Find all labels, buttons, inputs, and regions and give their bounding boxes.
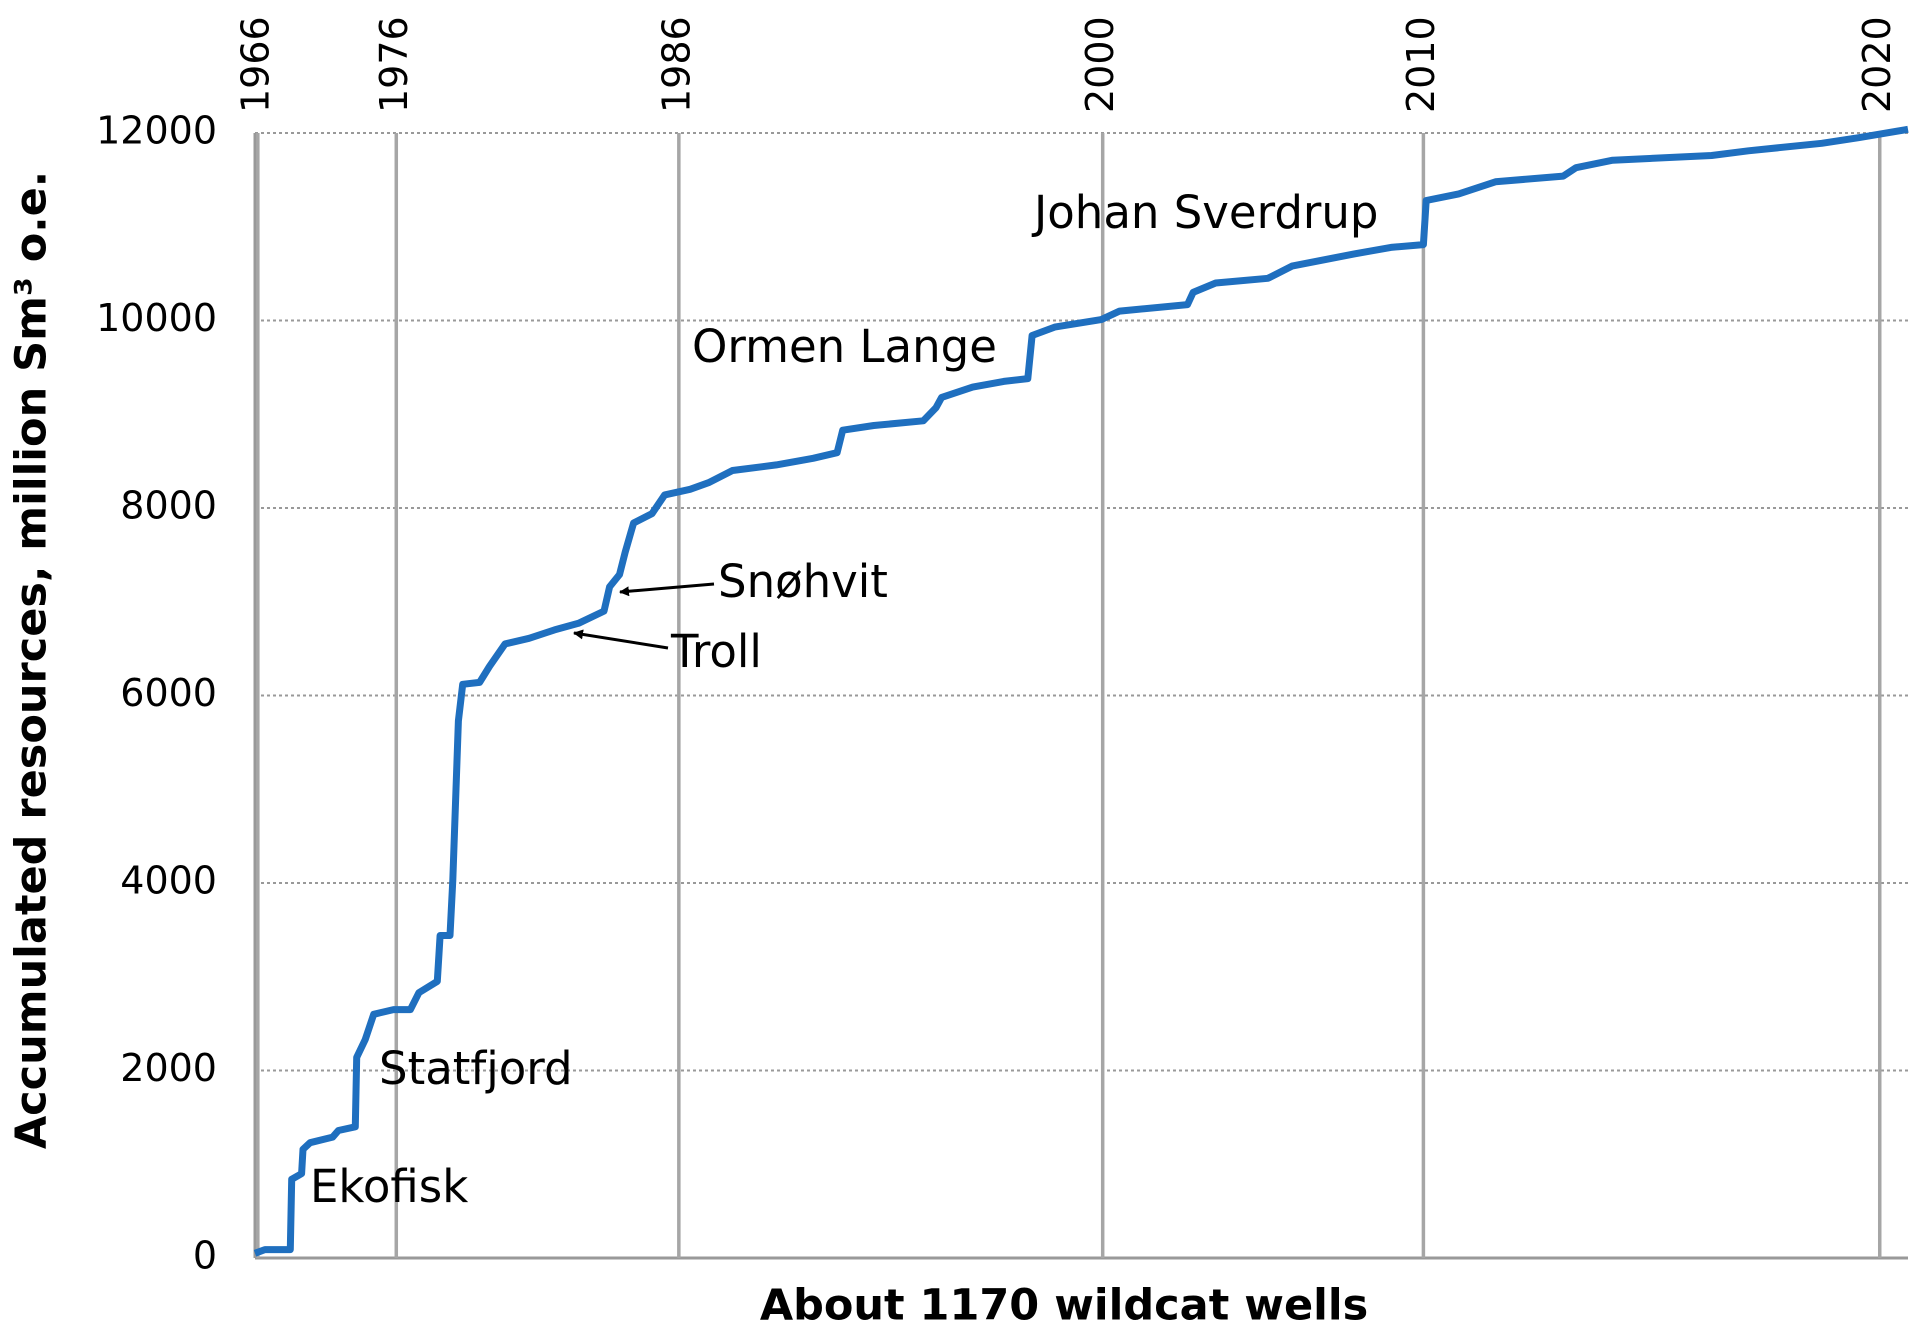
annotation: Ormen Lange xyxy=(692,320,997,373)
y-tick-label: 10000 xyxy=(96,296,217,340)
x-tick-label: 2010 xyxy=(1399,16,1443,113)
annotation: Statfjord xyxy=(379,1042,573,1095)
x-tick-label: 2000 xyxy=(1078,16,1122,113)
annotation-arrow xyxy=(619,582,715,597)
x-tick-label: 2020 xyxy=(1855,16,1899,113)
annotation: Troll xyxy=(670,625,762,678)
annotation: Ekofisk xyxy=(310,1160,468,1213)
y-tick-label: 2000 xyxy=(120,1046,217,1090)
x-tick-label: 1986 xyxy=(654,16,698,113)
y-tick-label: 6000 xyxy=(120,671,217,715)
y-tick-label: 12000 xyxy=(96,109,217,153)
y-tick-label: 4000 xyxy=(120,859,217,903)
y-tick-label: 8000 xyxy=(120,484,217,528)
y-tick-label: 0 xyxy=(193,1234,217,1278)
annotation: Johan Sverdrup xyxy=(1031,186,1378,239)
x-axis-title: About 1170 wildcat wells xyxy=(760,1281,1368,1331)
x-tick-label: 1966 xyxy=(233,16,277,113)
annotation: Snøhvit xyxy=(718,555,888,608)
x-tick-label: 1976 xyxy=(372,16,416,113)
annotation-arrow xyxy=(573,629,669,650)
y-axis-title: Accumulated resources, million Sm³ o.e. xyxy=(7,171,57,1149)
data-line xyxy=(253,125,1909,1257)
